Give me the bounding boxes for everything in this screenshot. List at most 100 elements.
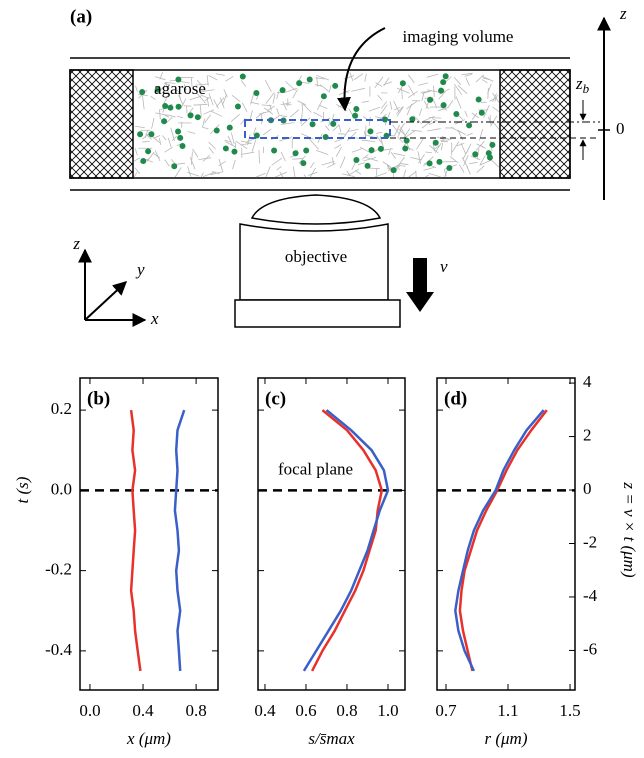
- cell-wall: [315, 77, 325, 80]
- cell-wall: [271, 157, 283, 166]
- x-tick-label: 1.0: [377, 701, 398, 720]
- cell-wall: [210, 110, 223, 117]
- cell-wall: [368, 106, 381, 112]
- cell-wall: [434, 145, 440, 150]
- cell-wall: [266, 105, 275, 111]
- cell-wall: [334, 144, 342, 149]
- bead: [271, 147, 278, 154]
- cell-wall: [328, 84, 332, 93]
- data-line: [310, 409, 384, 672]
- cell-wall: [213, 99, 219, 109]
- cell-wall: [196, 92, 206, 104]
- cell-wall: [353, 73, 364, 80]
- cell-wall: [421, 120, 433, 129]
- cell-wall: [413, 115, 423, 125]
- objective-base: [234, 299, 401, 328]
- cell-wall: [396, 106, 404, 117]
- cell-wall: [425, 151, 433, 154]
- lens: [250, 194, 382, 225]
- cell-wall: [362, 154, 369, 160]
- plot-frame: [436, 377, 576, 691]
- bead: [194, 114, 201, 121]
- bead: [377, 145, 384, 152]
- bead: [446, 164, 453, 171]
- cell-wall: [176, 89, 182, 95]
- cell-wall: [134, 167, 141, 175]
- bead: [139, 89, 146, 96]
- cell-wall: [440, 139, 450, 141]
- bead: [222, 145, 229, 152]
- cell-wall: [230, 113, 240, 122]
- cell-wall: [381, 101, 387, 109]
- axis-label: x: [150, 309, 159, 328]
- bead: [478, 109, 485, 116]
- cell-wall: [440, 142, 444, 151]
- cell-wall: [328, 120, 331, 127]
- cell-wall: [164, 159, 170, 167]
- cell-wall: [492, 121, 500, 130]
- bead: [306, 76, 313, 83]
- cell-wall: [455, 96, 462, 109]
- cell-wall: [164, 81, 176, 84]
- annotation: focal plane: [278, 459, 353, 478]
- data-line: [458, 409, 548, 672]
- bead: [475, 96, 482, 103]
- cell-wall: [314, 84, 322, 87]
- plot-frame: [257, 377, 406, 691]
- cell-wall: [282, 101, 287, 111]
- cell-wall: [389, 101, 393, 110]
- cell-wall: [427, 89, 439, 93]
- y-axis-label: t (s): [13, 476, 32, 503]
- cell-wall: [390, 152, 397, 159]
- cell-wall: [374, 172, 387, 178]
- bead: [320, 93, 327, 100]
- cell-wall: [308, 171, 318, 176]
- cell-wall: [215, 73, 225, 76]
- cell-wall: [240, 142, 253, 146]
- cell-wall: [187, 171, 200, 177]
- cell-wall: [423, 115, 435, 122]
- cell-wall: [316, 75, 330, 81]
- seal: [69, 69, 134, 179]
- axis-arrow: [84, 281, 128, 321]
- cell-wall: [475, 141, 485, 151]
- bead: [253, 89, 260, 96]
- velocity-label: v: [440, 257, 448, 276]
- cell-wall: [408, 171, 416, 178]
- cell-wall: [454, 83, 463, 96]
- cell-wall: [252, 127, 257, 135]
- cell-wall: [193, 104, 208, 106]
- cell-wall: [379, 135, 385, 149]
- y2-axis-label: z = v × t (μm): [620, 481, 639, 578]
- cell-wall: [138, 94, 148, 97]
- bead: [279, 87, 286, 94]
- cell-wall: [388, 148, 392, 155]
- cell-wall: [429, 117, 442, 119]
- cell-wall: [433, 85, 435, 97]
- cell-wall: [150, 95, 156, 101]
- cell-wall: [258, 150, 260, 164]
- y-tick-label: -0.4: [45, 640, 72, 659]
- cell-wall: [410, 157, 422, 161]
- bead: [403, 137, 410, 144]
- cell-wall: [208, 146, 214, 154]
- cell-wall: [162, 135, 167, 141]
- cell-wall: [198, 157, 212, 160]
- cell-wall: [227, 135, 233, 146]
- cell-wall: [487, 87, 489, 99]
- y2-tick-label: 0: [583, 479, 592, 498]
- cell-wall: [224, 139, 232, 143]
- cell-wall: [134, 125, 145, 129]
- cell-wall: [292, 89, 298, 99]
- bead: [239, 73, 246, 80]
- cell-wall: [298, 155, 306, 164]
- cell-wall: [376, 135, 383, 144]
- cell-wall: [210, 171, 223, 176]
- bead: [442, 73, 449, 80]
- cell-wall: [201, 89, 215, 93]
- y2-tick-label: -4: [583, 586, 598, 605]
- cell-wall: [451, 141, 460, 153]
- data-line: [173, 409, 186, 671]
- data-line: [129, 409, 142, 672]
- cell-wall: [375, 82, 383, 87]
